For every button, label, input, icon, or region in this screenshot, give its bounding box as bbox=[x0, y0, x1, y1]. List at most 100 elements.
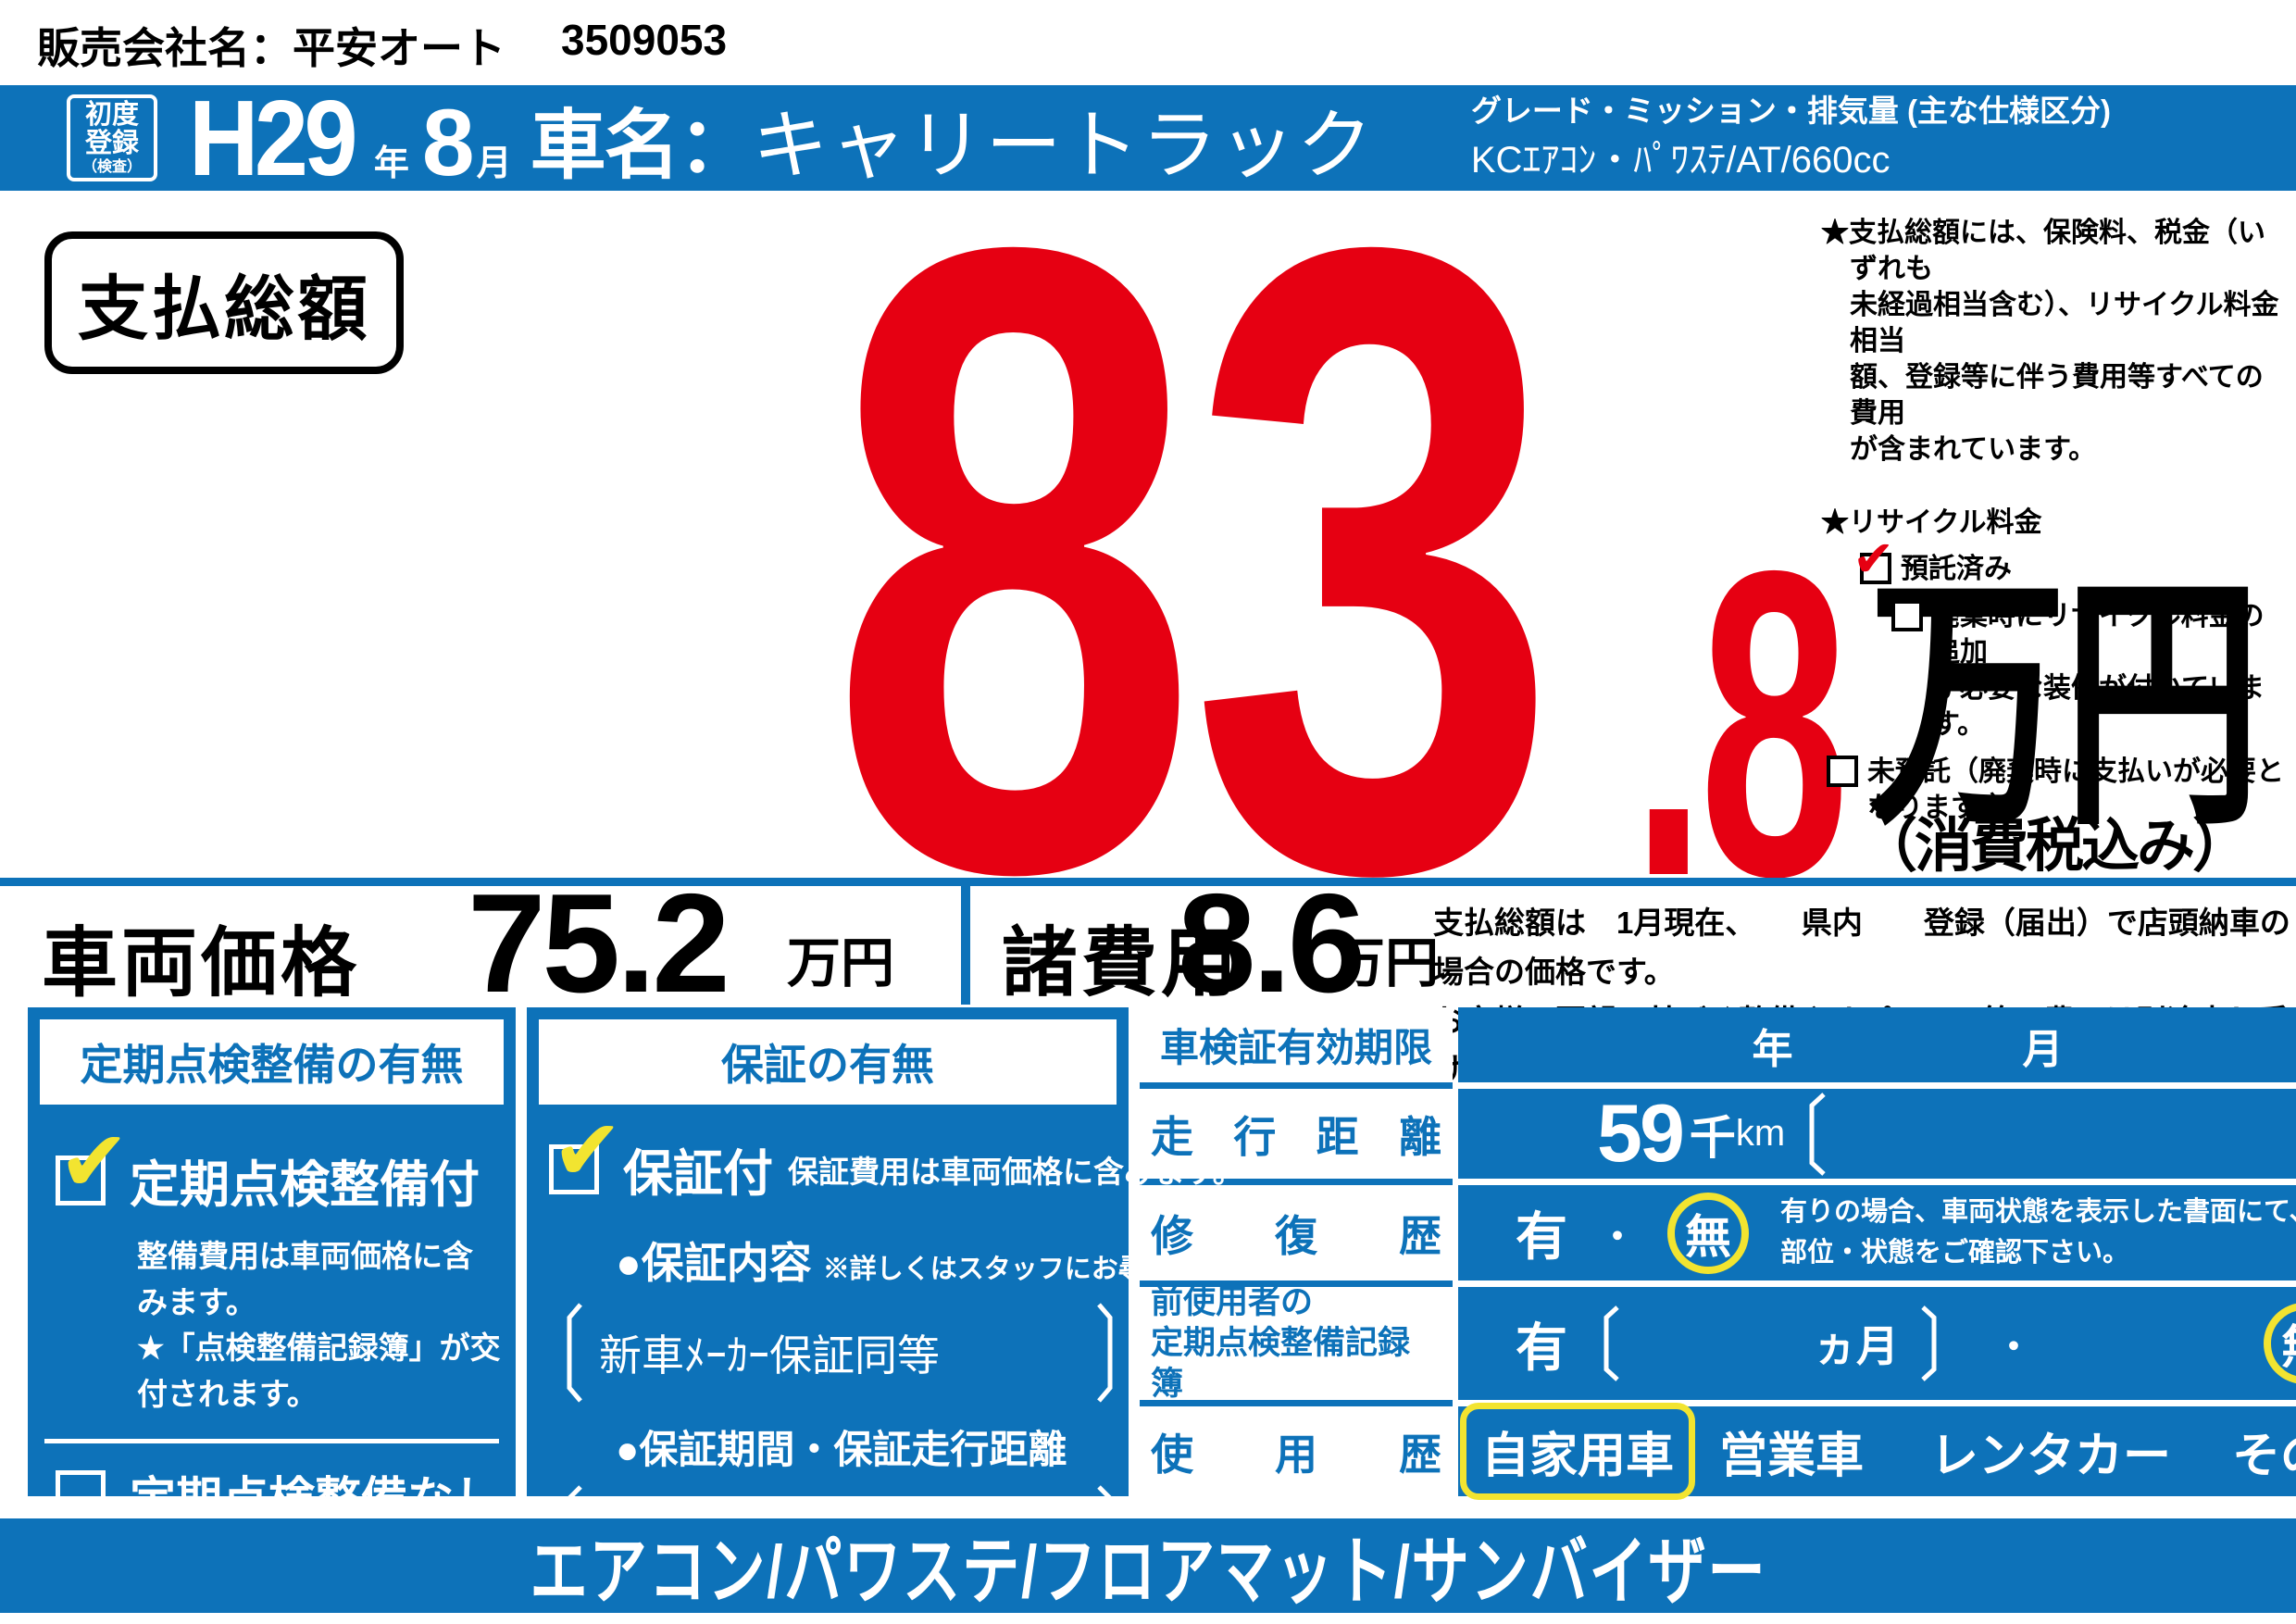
vertical-divider bbox=[961, 886, 970, 1005]
table-row-repair-history: 修復歴 有 ・ 無 有りの場合、車両状態を表示した書面にて、 部位・状態をご確認… bbox=[1140, 1179, 2296, 1280]
price-breakdown-row: 車両価格 75.2 万円 諸費用 8.6 万円 支払総額は 1月現在、 県内 登… bbox=[0, 865, 2296, 1087]
bracket-close-icon bbox=[1097, 1303, 1113, 1403]
repair-no-option: 無 bbox=[1685, 1210, 1731, 1263]
first-registration-line1: 初度 bbox=[84, 100, 139, 131]
first-registration-box: 初度 登録 （検査） bbox=[67, 94, 157, 181]
warranty-content-value: 新車ﾒｰｶｰ保証同等 bbox=[599, 1331, 940, 1380]
year-unit: 年 bbox=[373, 144, 409, 183]
month-unit: 月 bbox=[476, 144, 512, 183]
recycle-deposited-label: 預託済み bbox=[1901, 554, 2012, 584]
recycle-not-deposited-label: 未預託（廃棄時に支払いが必要と なります。） bbox=[1867, 756, 2284, 823]
warranty-panel: 保証の有無 ✔ 保証付 保証費用は車両価格に含みます。 ●保証内容 ※詳しくはス… bbox=[527, 1007, 1279, 1624]
red-check-icon: ✔ bbox=[1853, 530, 1895, 588]
yellow-check-icon: ✔ bbox=[552, 1100, 624, 1200]
first-registration-line3: （検査） bbox=[81, 158, 142, 175]
vehicle-price-label: 車両価格 bbox=[42, 921, 361, 1006]
warranty-panel-title: 保証の有無 bbox=[539, 1019, 1117, 1105]
maintenance-record-label-line2: 定期点検整備記録簿 bbox=[1151, 1325, 1411, 1402]
table-row-maintenance-record: 前使用者の 定期点検整備記録簿 有 ヵ月 ・ 無 bbox=[1140, 1280, 2296, 1402]
total-price-label-box: 支払総額 bbox=[44, 231, 404, 374]
mileage-unit-kanji: 千 bbox=[1689, 1111, 1736, 1164]
maintenance-record-label-line1: 前使用者の bbox=[1151, 1284, 1314, 1321]
usage-option-private: 自家用車 bbox=[1481, 1430, 1675, 1483]
equipment-bar: エアコン/パワステ/フロアマット/サンバイザー bbox=[0, 1518, 2296, 1613]
record-months-unit: ヵ月 bbox=[1814, 1322, 1899, 1370]
usage-private-selected-box[interactable]: 自家用車 bbox=[1460, 1403, 1696, 1500]
dealer-line: 販売会社名： 平安オート 3509053 bbox=[37, 15, 727, 76]
maintenance-panel: 定期点検整備の有無 ✔ 定期点検整備付 整備費用は車両価格に含みます。 ★「点検… bbox=[28, 1007, 593, 1610]
bracket-open-icon bbox=[1603, 1305, 1619, 1381]
usage-option-other[interactable]: その他 bbox=[2232, 1430, 2296, 1483]
panel-divider bbox=[44, 1439, 499, 1443]
shaken-year-unit: 年 bbox=[1752, 1026, 1793, 1072]
repair-history-label: 修復歴 bbox=[1140, 1179, 1453, 1280]
maintenance-included-note: 整備費用は車両価格に含みます。 ★「点検整備記録簿」が交付されます。 bbox=[137, 1239, 501, 1411]
shaken-month-unit: 月 bbox=[2022, 1026, 2064, 1072]
equipment-list: エアコン/パワステ/フロアマット/サンバイザー bbox=[530, 1530, 1766, 1613]
grade-spec: グレード・ミッション・排気量 (主な仕様区分) KCｴｱｺﾝ・ﾊﾟﾜｽﾃ/AT/… bbox=[1471, 89, 2111, 187]
warranty-included-checkbox[interactable]: ✔ bbox=[549, 1107, 623, 1194]
car-name-label: 車名： bbox=[530, 103, 755, 188]
repair-history-note: 有りの場合、車両状態を表示した書面にて、 部位・状態をご確認下さい。 bbox=[1780, 1197, 2296, 1268]
car-name-group: 車名： キャリートラック bbox=[530, 83, 1375, 194]
fees-unit: 万円 bbox=[1331, 933, 1440, 993]
first-registration-line2: 登録 bbox=[84, 129, 139, 159]
header-bar: 初度 登録 （検査） H29 年 8 月 車名： キャリートラック グレード・ミ… bbox=[0, 77, 2296, 198]
bracket-open-icon bbox=[567, 1303, 582, 1403]
maintenance-included-checkbox[interactable]: ✔ bbox=[56, 1118, 130, 1206]
car-name-value: キャリートラック bbox=[752, 103, 1375, 188]
record-yes-option[interactable]: 有 bbox=[1516, 1318, 1567, 1377]
inspection-table: 車検証有効期限 年 月 日 走行距離 59 千 km 修復歴 bbox=[1140, 1007, 2296, 1500]
dot-separator: ・ bbox=[1599, 1216, 1636, 1257]
tax-included-note: （消費税込み） bbox=[1859, 814, 2251, 879]
era-year: H29 bbox=[189, 77, 358, 198]
vehicle-price-value: 75.2 bbox=[468, 865, 730, 1023]
maintenance-included-label: 定期点検整備付 bbox=[130, 1157, 480, 1213]
warranty-content-label: ●保証内容 bbox=[616, 1239, 812, 1287]
mileage-value: 59 bbox=[1597, 1087, 1685, 1180]
grade-value: KCｴｱｺﾝ・ﾊﾟﾜｽﾃ/AT/660cc bbox=[1470, 139, 1890, 181]
blue-divider-rule bbox=[0, 878, 2296, 886]
grade-title: グレード・ミッション・排気量 (主な仕様区分) bbox=[1470, 94, 2111, 129]
warranty-included-label: 保証付 bbox=[623, 1146, 773, 1202]
dealer-name: 平安オート bbox=[293, 24, 505, 72]
usage-option-commercial[interactable]: 営業車 bbox=[1719, 1430, 1865, 1483]
maintenance-none-label: 定期点検整備なし bbox=[130, 1473, 500, 1525]
registration-date: H29 年 8 月 bbox=[189, 77, 525, 198]
total-price-decimal: .8 bbox=[1631, 481, 1850, 968]
recycle-fee-title: ★リサイクル料金 bbox=[1821, 507, 2042, 538]
repair-yes-option[interactable]: 有 bbox=[1516, 1207, 1567, 1266]
recycle-additional-label: 廃棄時にリサイクル料金の追加 が必要な装備が付いています。 bbox=[1932, 601, 2265, 740]
maintenance-panel-title: 定期点検整備の有無 bbox=[40, 1019, 504, 1105]
maintenance-none-checkbox[interactable] bbox=[56, 1470, 106, 1520]
table-row-shaken: 車検証有効期限 年 月 日 bbox=[1140, 1007, 2296, 1082]
usage-history-label: 使用歴 bbox=[1140, 1400, 1453, 1496]
total-price-note: ★支払総額には、保険料、税金（いずれも 未経過相当含む）、リサイクル料金相当 額… bbox=[1821, 218, 2279, 465]
maintenance-record-label: 前使用者の 定期点検整備記録簿 bbox=[1140, 1280, 1453, 1402]
recycle-deposited-checkbox[interactable]: ✔ bbox=[1853, 534, 1894, 584]
fees-value: 8.6 bbox=[1178, 865, 1366, 1023]
record-no-option: 無 bbox=[2281, 1310, 2296, 1377]
total-price-unit: 万円 bbox=[1868, 556, 2262, 856]
detail-panels: 定期点検整備の有無 ✔ 定期点検整備付 整備費用は車両価格に含みます。 ★「点検… bbox=[28, 1007, 2296, 1624]
table-row-usage-history: 使用歴 自家用車 営業車 レンタカー その他 bbox=[1140, 1400, 2296, 1500]
vehicle-price-unit: 万円 bbox=[787, 933, 895, 993]
warranty-cost-note: 保証費用は車両価格に含みます。 bbox=[788, 1154, 1243, 1189]
dealer-label: 販売会社名： bbox=[37, 24, 293, 72]
fees-label: 諸費用 bbox=[1002, 921, 1242, 1006]
repair-no-selected-circle[interactable]: 無 bbox=[1667, 1192, 1749, 1274]
registration-month: 8 bbox=[421, 89, 475, 195]
recycle-not-deposited-checkbox[interactable] bbox=[1827, 756, 1858, 787]
table-row-mileage: 走行距離 59 千 km bbox=[1140, 1082, 2296, 1179]
record-no-selected-circle[interactable]: 無 bbox=[2264, 1303, 2296, 1384]
bracket-close-icon bbox=[1921, 1305, 1937, 1381]
recycle-additional-checkbox[interactable] bbox=[1891, 600, 1923, 631]
warranty-content-hint: ※詳しくはスタッフにお尋ね下さい。 bbox=[822, 1255, 1279, 1284]
mileage-unit-latin: km bbox=[1735, 1113, 1786, 1154]
usage-option-rental[interactable]: レンタカー bbox=[1930, 1430, 2172, 1483]
notes-column: ★支払総額には、保険料、税金（いずれも 未経過相当含む）、リサイクル料金相当 額… bbox=[1821, 215, 2289, 826]
total-price-integer: 83 bbox=[829, 64, 1560, 1057]
shaken-label: 車検証有効期限 bbox=[1140, 1007, 1453, 1082]
dot-separator: ・ bbox=[1995, 1327, 2032, 1368]
